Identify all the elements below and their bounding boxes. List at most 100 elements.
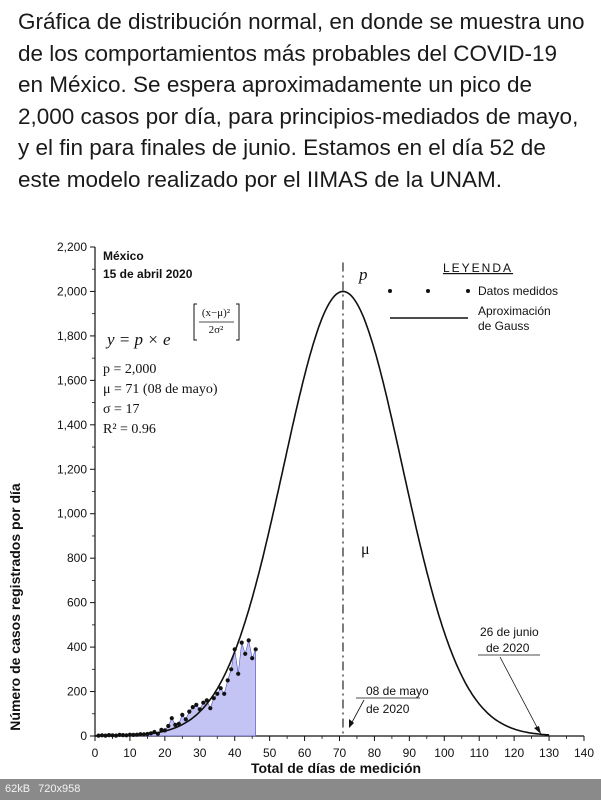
parameter-line: σ = 17 xyxy=(103,402,139,417)
y-tick-label: 1,400 xyxy=(57,418,87,432)
parameter-line: R² = 0.96 xyxy=(103,422,156,437)
formula-numerator: (x−μ)² xyxy=(202,307,231,319)
x-tick-label: 120 xyxy=(504,746,524,760)
x-ticks: 0 10 20 30 40 50 60 70 80 90 100 110 120 130 140 xyxy=(92,736,594,760)
measured-point xyxy=(201,700,206,705)
annotation-junio-arrowhead xyxy=(534,726,541,734)
measured-point xyxy=(218,686,223,691)
measured-point xyxy=(106,733,112,738)
y-tick-label: 2,000 xyxy=(57,284,87,298)
x-axis-label: Total de días de medición xyxy=(251,760,421,776)
formula-denominator: 2σ² xyxy=(209,324,224,336)
measured-point xyxy=(194,702,199,707)
file-size: 62kB xyxy=(5,783,31,795)
y-tick-label: 2,200 xyxy=(57,240,87,254)
x-tick-label: 10 xyxy=(123,746,137,760)
measured-point xyxy=(162,728,167,733)
measured-point xyxy=(183,717,188,722)
measured-point xyxy=(197,707,202,712)
x-tick-label: 60 xyxy=(298,746,312,760)
measured-point xyxy=(232,647,237,652)
header-country: México xyxy=(103,249,144,263)
measured-point xyxy=(243,651,248,656)
measured-point xyxy=(239,640,244,645)
y-ticks: 0 200 400 600 800 1,000 1,200 1,400 1,600 1,800 2,… xyxy=(57,240,95,743)
measured-point xyxy=(190,705,195,710)
measured-area xyxy=(98,640,256,737)
caption-text: Gráfica de distribución normal, en donde… xyxy=(18,9,585,192)
measured-point xyxy=(145,731,150,737)
measured-point xyxy=(187,709,192,714)
legend-title: LEYENDA xyxy=(443,261,513,275)
legend-gauss-label-2: de Gauss xyxy=(478,319,529,333)
measured-point xyxy=(103,733,108,738)
measured-point xyxy=(173,722,178,727)
measured-point xyxy=(96,733,101,738)
annotation-junio-arrow xyxy=(499,656,540,732)
measured-point xyxy=(148,731,153,736)
measured-point xyxy=(120,733,125,738)
measured-area-fill xyxy=(98,640,256,737)
y-tick-label: 400 xyxy=(67,640,87,654)
gauss-curve xyxy=(95,290,550,737)
x-tick-label: 110 xyxy=(470,746,489,760)
legend-measured-label: Datos medidos xyxy=(478,284,558,298)
measured-point xyxy=(127,732,132,737)
measured-point xyxy=(141,732,146,737)
measured-point xyxy=(236,671,241,676)
x-tick-label: 90 xyxy=(403,746,417,760)
formula-exponent xyxy=(193,303,240,341)
measured-point xyxy=(159,727,164,732)
measured-point xyxy=(180,712,185,717)
y-tick-label: 1,600 xyxy=(57,373,87,387)
measured-point xyxy=(229,667,234,672)
annotation-junio-2: de 2020 xyxy=(486,641,530,655)
measured-point xyxy=(215,691,220,696)
measured-point xyxy=(166,723,171,729)
peak-label: p xyxy=(358,265,368,284)
y-tick-label: 800 xyxy=(67,551,87,565)
y-tick-label: 600 xyxy=(67,596,87,610)
measured-point xyxy=(138,732,143,737)
x-tick-label: 50 xyxy=(263,746,277,760)
x-tick-label: 140 xyxy=(574,746,594,760)
image-info-bar: 62kB 720x958 xyxy=(0,779,601,800)
legend-gauss-label-1: Aproximación xyxy=(478,304,551,318)
annotation-mayo-1: 08 de mayo xyxy=(366,684,429,698)
annotation-mayo-2: de 2020 xyxy=(366,702,410,716)
annotation-junio-1: 26 de junio xyxy=(480,625,539,639)
measured-point xyxy=(176,721,181,726)
y-tick-label: 200 xyxy=(67,685,87,699)
x-tick-label: 20 xyxy=(158,746,172,760)
measured-point xyxy=(117,732,122,737)
measured-point xyxy=(113,733,119,738)
measured-point xyxy=(225,678,230,683)
measured-points xyxy=(96,638,258,738)
formula-lhs: y = p × e xyxy=(105,330,171,349)
parameter-line: p = 2,000 xyxy=(103,362,156,377)
parameter-list: p = 2,000 μ = 71 (08 de mayo) σ = 17 R² = 0… xyxy=(103,362,218,437)
y-axis-label: Número de casos registrados por día xyxy=(7,483,23,731)
measured-point xyxy=(134,732,139,737)
gauss-curve-line xyxy=(95,290,550,737)
measured-point xyxy=(253,647,258,652)
y-tick-label: 1,200 xyxy=(57,462,87,476)
gauss-chart: 02004006008001,0001,2001,4001,6001,8002,… xyxy=(7,240,594,776)
measured-point xyxy=(250,656,255,661)
header-date: 15 de abril 2020 xyxy=(103,267,193,281)
measured-point xyxy=(208,706,213,711)
measured-point xyxy=(131,732,136,737)
y-tick-label: 0 xyxy=(80,729,87,743)
legend-dots xyxy=(388,289,470,293)
measured-point xyxy=(246,638,251,643)
x-tick-label: 40 xyxy=(228,746,242,760)
measured-point xyxy=(204,698,209,703)
x-tick-label: 70 xyxy=(333,746,347,760)
measured-point xyxy=(124,733,129,738)
measured-point xyxy=(169,716,174,721)
x-tick-label: 100 xyxy=(434,746,454,760)
y-tick-label: 1,000 xyxy=(57,507,87,521)
measured-point xyxy=(152,729,157,735)
mu-label: μ xyxy=(361,541,370,558)
x-tick-label: 0 xyxy=(92,746,99,760)
